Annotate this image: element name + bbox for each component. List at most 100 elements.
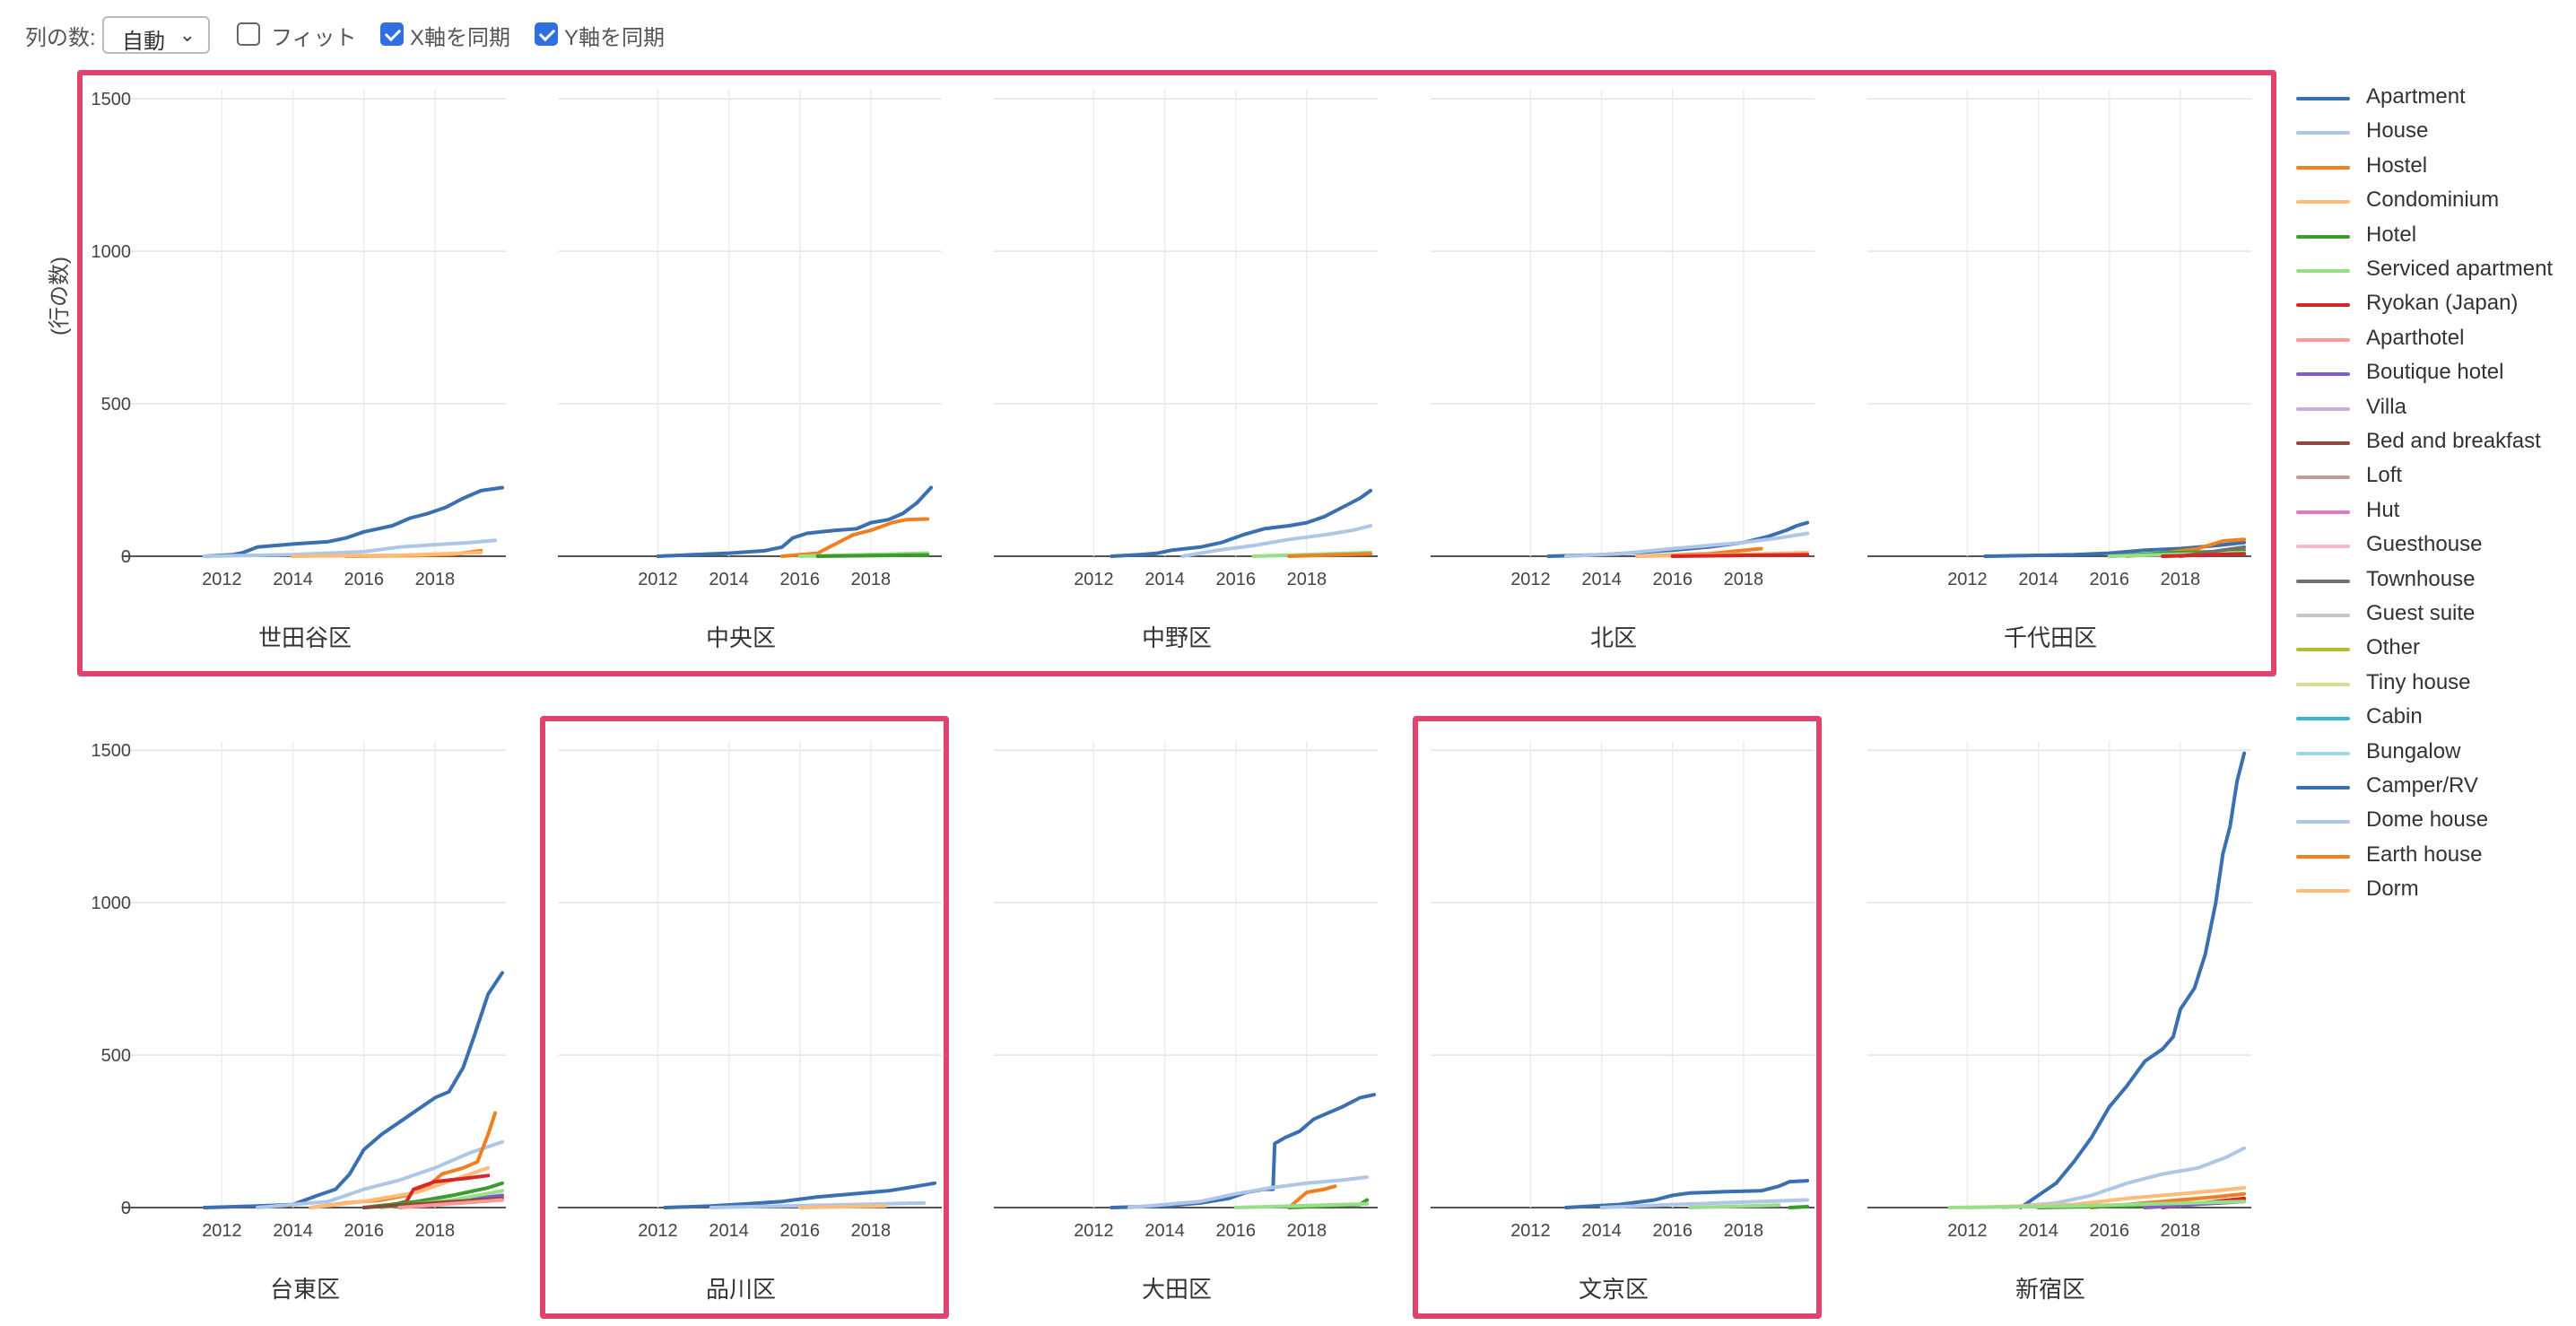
legend-item[interactable]: Cabin (2296, 704, 2565, 731)
y-tick-label: 1500 (91, 741, 132, 761)
legend-label: Serviced apartment (2366, 257, 2554, 281)
legend-swatch (2296, 614, 2350, 617)
panel-8: 2012 2014 2016 2018 大田区 (994, 741, 1378, 1303)
legend-label: Bungalow (2366, 738, 2461, 763)
series-line-hotel (815, 553, 930, 558)
legend-item[interactable]: House (2296, 118, 2565, 145)
y-tick-label: 1500 (91, 90, 132, 109)
legend-item[interactable]: Guesthouse (2296, 532, 2565, 559)
legend-item[interactable]: Hotel (2296, 222, 2565, 249)
legend-label: Boutique hotel (2366, 360, 2504, 385)
series-line-house (1180, 524, 1373, 558)
legend-swatch (2296, 337, 2350, 342)
x-tick-label: 2012 (1510, 570, 1551, 589)
legend-item[interactable]: Condominium (2296, 188, 2565, 214)
legend-item[interactable]: Camper/RV (2296, 773, 2565, 800)
x-tick-label: 2018 (1287, 570, 1327, 589)
legend-item[interactable]: Guest suite (2296, 601, 2565, 628)
series-line-house (709, 1200, 927, 1209)
legend-item[interactable]: Aparthotel (2296, 326, 2565, 353)
x-tick-label: 2012 (1947, 1221, 1988, 1241)
series-line-apartment (2018, 751, 2247, 1209)
x-tick-label: 2014 (1144, 570, 1185, 589)
x-tick-label: 2014 (273, 1221, 313, 1241)
legend-item[interactable]: Loft (2296, 463, 2565, 490)
legend-label: Aparthotel (2366, 325, 2465, 350)
legend-swatch (2296, 303, 2350, 308)
panel-6: 2012 2014 2016 2018 0 500 1000 1500 台東区 (91, 741, 506, 1303)
panel-title: 品川区 (706, 1276, 776, 1303)
legend-item[interactable]: Tiny house (2296, 670, 2565, 697)
x-tick-label: 2012 (1074, 1221, 1114, 1241)
legend-label: Guest suite (2366, 601, 2476, 625)
y-tick-label: 0 (121, 547, 131, 567)
legend-swatch (2296, 717, 2350, 721)
legend-swatch (2296, 165, 2350, 170)
x-tick-label: 2012 (1074, 570, 1114, 589)
series-line-apartment (1983, 540, 2247, 558)
legend-item[interactable]: Serviced apartment (2296, 257, 2565, 284)
legend-label: Dorm (2366, 877, 2419, 902)
legend-label: Camper/RV (2366, 773, 2478, 798)
legend-item[interactable]: Earth house (2296, 842, 2565, 869)
legend-swatch (2296, 234, 2350, 239)
legend-label: Hut (2366, 497, 2400, 522)
legend-item[interactable]: Apartment (2296, 84, 2565, 111)
fit-label: フィット (271, 26, 357, 50)
legend-item[interactable]: Hostel (2296, 153, 2565, 180)
columns-select[interactable]: 自動 ⌄ (102, 16, 210, 54)
x-tick-label: 2014 (2018, 570, 2058, 589)
series-line-ryokan-japan- (2161, 552, 2247, 558)
series-line-condominium (797, 1204, 887, 1209)
legend-swatch (2296, 200, 2350, 205)
legend-item[interactable]: Boutique hotel (2296, 360, 2565, 387)
fit-checkbox[interactable] (237, 22, 260, 46)
legend-label: Villa (2366, 394, 2406, 419)
series-line-apartment (656, 485, 934, 558)
legend-item[interactable]: Villa (2296, 395, 2565, 422)
x-tick-label: 2018 (1724, 570, 1764, 589)
legend-label: Dome house (2366, 807, 2489, 833)
series-line-apartment (1110, 488, 1373, 558)
y-tick-label: 0 (121, 1199, 131, 1218)
legend-item[interactable]: Dorm (2296, 877, 2565, 903)
legend-item[interactable]: Other (2296, 635, 2565, 662)
x-tick-label: 2016 (1215, 1221, 1256, 1241)
legend-item[interactable]: Ryokan (Japan) (2296, 291, 2565, 318)
panel-4: 2012 2014 2016 2018 北区 (1431, 90, 1815, 651)
highlight-box (1413, 716, 1822, 1319)
highlight-box (540, 716, 949, 1319)
legend-item[interactable]: Bed and breakfast (2296, 429, 2565, 456)
series-line-house (1599, 1198, 1810, 1209)
legend-swatch (2296, 545, 2350, 549)
legend-item[interactable]: Dome house (2296, 807, 2565, 834)
legend-label: Bed and breakfast (2366, 429, 2541, 453)
x-tick-label: 2012 (638, 570, 678, 589)
legend-item[interactable]: Bungalow (2296, 739, 2565, 766)
legend-swatch (2296, 854, 2350, 859)
legend-label: Townhouse (2366, 566, 2476, 591)
legend-label: Tiny house (2366, 669, 2471, 694)
panel-9: 2012 2014 2016 2018 文京区 (1431, 741, 1815, 1303)
series-line-serviced-apartment (1947, 1200, 2247, 1209)
series-line-apartment (202, 485, 504, 558)
x-tick-label: 2016 (779, 570, 820, 589)
x-tick-label: 2012 (1947, 570, 1988, 589)
legend-swatch (2296, 648, 2350, 652)
legend-label: Apartment (2366, 84, 2466, 109)
panel-1: 2012 2014 2016 2018 0 500 1000 1500 世田谷区 (91, 90, 506, 651)
panel-title: 中央区 (706, 624, 776, 651)
y-tick-label: 1000 (91, 242, 132, 262)
legend-label: Earth house (2366, 842, 2483, 867)
legend-swatch (2296, 269, 2350, 273)
legend-item[interactable]: Townhouse (2296, 567, 2565, 594)
legend-item[interactable]: Hut (2296, 498, 2565, 525)
y-tick-label: 1000 (91, 894, 132, 913)
legend-swatch (2296, 475, 2350, 480)
sync-y-checkbox[interactable] (535, 22, 558, 46)
legend-swatch (2296, 406, 2350, 411)
sync-x-checkbox[interactable] (380, 22, 404, 46)
series-line-serviced-apartment (1688, 1203, 1781, 1209)
panel-7: 2012 2014 2016 2018 品川区 (558, 741, 942, 1303)
x-tick-label: 2014 (709, 570, 749, 589)
